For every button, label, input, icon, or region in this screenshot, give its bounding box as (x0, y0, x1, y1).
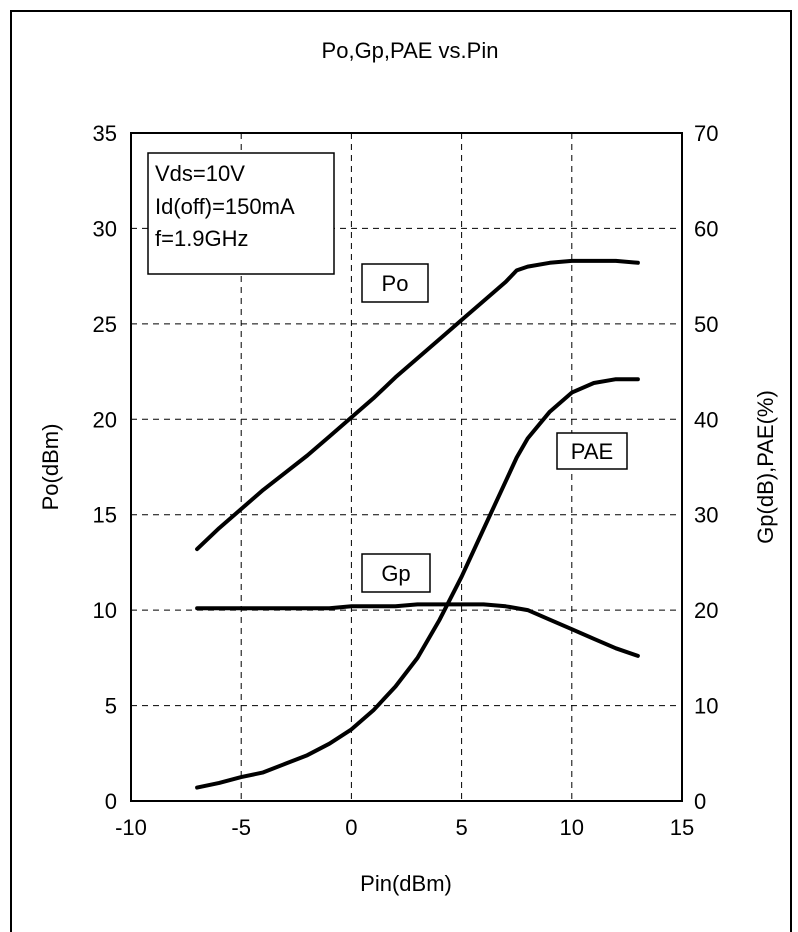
y-left-tick-label: 10 (93, 598, 117, 623)
series-lines (195, 258, 640, 790)
y-right-tick-label: 50 (694, 312, 718, 337)
x-tick-label: 10 (560, 815, 584, 840)
condition-id: Id(off)=150mA (155, 194, 295, 219)
x-tick-label: 15 (670, 815, 694, 840)
label-box-pae (556, 432, 628, 470)
label-box-gp (361, 553, 431, 593)
x-tick-label: -10 (115, 815, 147, 840)
series-line-pae (195, 377, 640, 790)
y-axis-label-right: Gp(dB),PAE(%) (753, 390, 778, 544)
y-left-tick-label: 15 (93, 503, 117, 528)
x-tick-label: 5 (455, 815, 467, 840)
y-left-tick-label: 0 (105, 789, 117, 814)
y-left-tick-label: 30 (93, 216, 117, 241)
y-axis-label-left: Po(dBm) (38, 424, 63, 511)
y-left-tick-label: 35 (93, 121, 117, 146)
series-label-pae: PAE (571, 439, 613, 464)
x-tick-label: -5 (231, 815, 251, 840)
condition-vds: Vds=10V (155, 161, 245, 186)
x-axis-label: Pin(dBm) (360, 871, 452, 896)
series-label-po: Po (382, 271, 409, 296)
series-line-gp (195, 602, 640, 658)
y-left-tick-label: 25 (93, 312, 117, 337)
x-tick-label: 0 (345, 815, 357, 840)
chart-frame (10, 10, 792, 932)
y-right-tick-label: 10 (694, 694, 718, 719)
y-left-tick-label: 20 (93, 407, 117, 432)
conditions-box (147, 152, 335, 275)
y-right-tick-label: 0 (694, 789, 706, 814)
series-label-gp: Gp (381, 561, 410, 586)
chart-title: Po,Gp,PAE vs.Pin (322, 38, 499, 63)
condition-freq: f=1.9GHz (155, 226, 249, 251)
y-right-tick-label: 40 (694, 407, 718, 432)
y-left-tick-label: 5 (105, 694, 117, 719)
y-right-tick-label: 30 (694, 503, 718, 528)
y-right-tick-label: 70 (694, 121, 718, 146)
plot-area-border (130, 132, 683, 802)
y-right-tick-label: 60 (694, 216, 718, 241)
series-line-po (195, 258, 640, 552)
label-box-po (361, 263, 429, 303)
y-right-tick-label: 20 (694, 598, 718, 623)
